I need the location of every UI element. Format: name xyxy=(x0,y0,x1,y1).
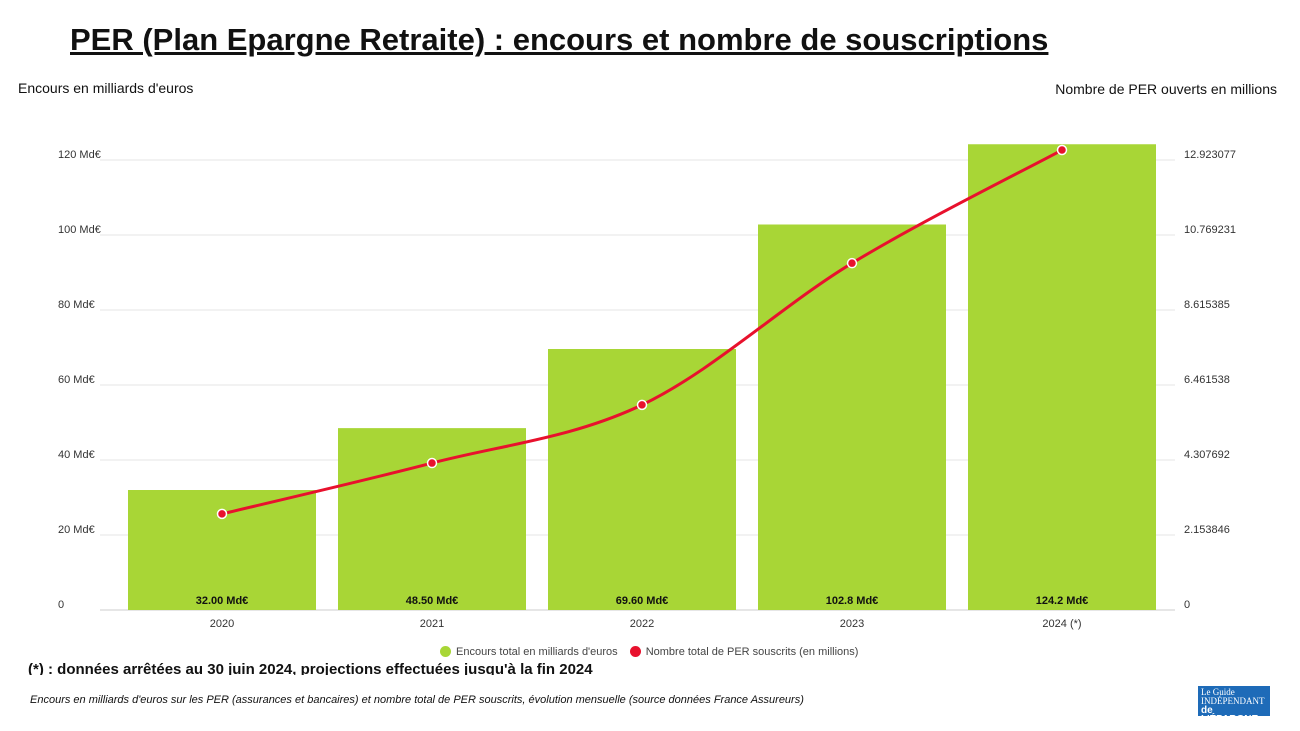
bar-label: 124.2 Md€ xyxy=(1036,595,1089,607)
line-point xyxy=(216,508,228,520)
right-tick-label: 0 xyxy=(1184,599,1190,611)
right-tick-label: 12.923077 xyxy=(1184,149,1236,161)
source-note: Encours en milliards d'euros sur les PER… xyxy=(30,694,804,706)
chart-title: PER (Plan Epargne Retraite) : encours et… xyxy=(70,22,1049,57)
left-tick-label: 0 xyxy=(58,599,64,611)
left-tick-label: 60 Md€ xyxy=(58,374,95,386)
logo: Le Guide INDÉPENDANT de L'ÉPARGNE xyxy=(1198,686,1270,725)
right-tick-label: 4.307692 xyxy=(1184,449,1230,461)
x-tick-label: 2021 xyxy=(420,618,444,630)
footnote: (*) : données arrêtées au 30 juin 2024, … xyxy=(28,661,593,675)
bar-label: 48.50 Md€ xyxy=(406,595,459,607)
bar-label: 32.00 Md€ xyxy=(196,595,249,607)
left-tick-label: 40 Md€ xyxy=(58,449,95,461)
legend-label: Encours total en milliards d'euros xyxy=(456,646,618,658)
line-point xyxy=(1056,144,1068,156)
bar xyxy=(128,490,316,610)
legend-item-line[interactable]: Nombre total de PER souscrits (en millio… xyxy=(629,646,859,658)
left-tick-label: 120 Md€ xyxy=(58,149,101,161)
left-tick-label: 80 Md€ xyxy=(58,299,95,311)
line-point xyxy=(426,457,438,469)
legend-label: Nombre total de PER souscrits (en millio… xyxy=(645,646,859,658)
legend-dot xyxy=(629,646,641,657)
bar-label: 102.8 Md€ xyxy=(826,595,879,607)
left-tick-label: 20 Md€ xyxy=(58,524,95,536)
line-point xyxy=(846,257,858,269)
bar xyxy=(968,144,1156,610)
legend-dot xyxy=(440,646,451,657)
x-tick-label: 2024 (*) xyxy=(1042,618,1081,630)
left-tick-label: 100 Md€ xyxy=(58,224,101,236)
bar xyxy=(548,349,736,610)
right-axis-label: Nombre de PER ouverts en millions xyxy=(1055,81,1277,97)
x-tick-label: 2023 xyxy=(840,618,864,630)
right-tick-label: 10.769231 xyxy=(1184,224,1236,236)
x-tick-label: 2022 xyxy=(630,618,654,630)
left-axis-label: Encours en milliards d'euros xyxy=(18,80,194,96)
legend-item-bars[interactable]: Encours total en milliards d'euros xyxy=(440,646,618,658)
bar xyxy=(338,428,526,610)
line-point xyxy=(636,399,648,411)
right-tick-label: 8.615385 xyxy=(1184,299,1230,311)
legend: Encours total en milliards d'euros Nombr… xyxy=(440,646,858,658)
x-tick-label: 2020 xyxy=(210,618,234,630)
bar-label: 69.60 Md€ xyxy=(616,595,669,607)
bar xyxy=(758,224,946,610)
right-tick-label: 2.153846 xyxy=(1184,524,1230,536)
right-tick-label: 6.461538 xyxy=(1184,374,1230,386)
